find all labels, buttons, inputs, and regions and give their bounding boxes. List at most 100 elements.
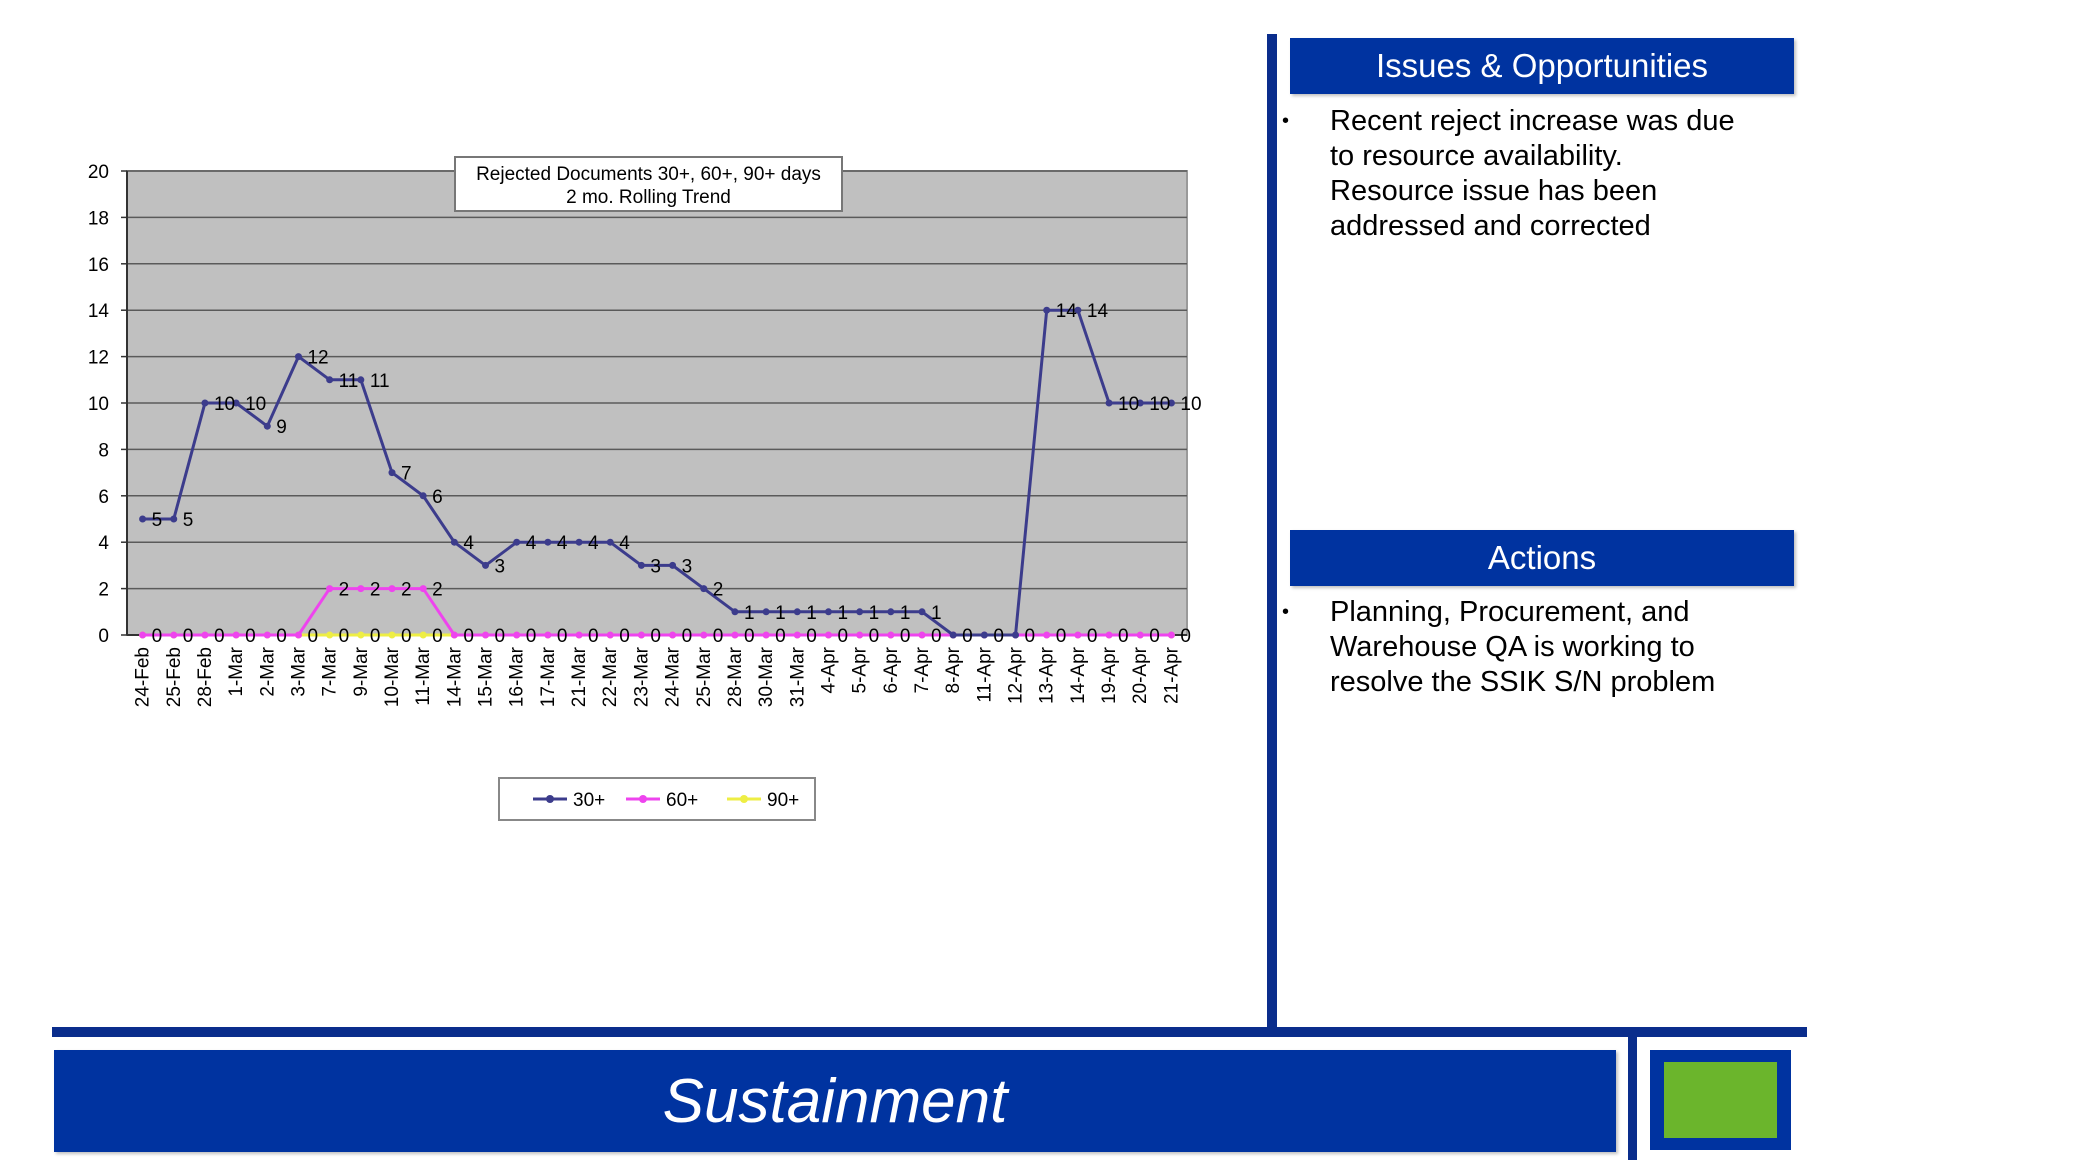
data-point-60+ [1105, 631, 1113, 639]
data-point-30+ [1167, 399, 1175, 407]
data-label-0: 0 [1149, 626, 1160, 647]
data-point-30+ [762, 608, 770, 616]
x-tick-label: 19-Apr [1099, 646, 1120, 704]
data-label-0: 0 [993, 626, 1004, 647]
data-point-60+ [575, 631, 583, 639]
data-label-30: 1 [869, 603, 880, 624]
x-tick-label: 4-Apr [818, 646, 839, 693]
data-point-60+ [357, 585, 365, 593]
actions-header-text: Actions [1487, 539, 1597, 576]
data-label-0: 0 [432, 626, 443, 647]
data-label-0: 0 [900, 626, 911, 647]
chart-title-box [454, 156, 843, 212]
data-label-30: 10 [214, 394, 235, 415]
data-label-30: 4 [463, 533, 474, 554]
data-point-30+ [731, 608, 739, 616]
data-label-0: 0 [744, 626, 755, 647]
data-point-60+ [294, 631, 302, 639]
x-tick-label: 5-Apr [850, 646, 871, 693]
data-point-30+ [170, 515, 178, 523]
x-tick-label: 12-Apr [1006, 646, 1027, 704]
data-label-0: 0 [619, 626, 630, 647]
data-point-60+ [669, 631, 677, 639]
x-tick-label: 17-Mar [538, 646, 559, 707]
data-point-30+ [949, 631, 957, 639]
status-square [1650, 1050, 1791, 1150]
data-point-60+ [263, 631, 271, 639]
y-tick-label: 12 [88, 348, 109, 369]
legend-marker-60+ [639, 795, 647, 803]
data-point-60+ [700, 631, 708, 639]
data-label-30: 1 [900, 603, 911, 624]
data-label-30: 4 [557, 533, 568, 554]
data-point-30+ [1043, 306, 1051, 314]
footer-title: Sustainment [662, 1066, 1008, 1136]
data-label-30: 3 [650, 556, 661, 577]
data-point-60+ [1167, 631, 1175, 639]
data-point-30+ [700, 585, 708, 593]
x-tick-label: 22-Mar [600, 646, 621, 707]
data-label-0: 0 [245, 626, 256, 647]
data-point-60+ [419, 585, 427, 593]
issues-text-block: • Recent reject increase was due to reso… [1282, 104, 1742, 244]
data-point-30+ [1136, 399, 1144, 407]
legend-marker-30+ [546, 795, 554, 803]
data-point-30+ [575, 538, 583, 546]
data-point-30+ [1074, 306, 1082, 314]
x-tick-label: 15-Mar [476, 646, 497, 707]
data-label-0: 0 [650, 626, 661, 647]
data-label-0: 0 [152, 626, 163, 647]
issues-header-text: Issues & Opportunities [1376, 47, 1708, 84]
data-point-60+ [731, 631, 739, 639]
x-tick-label: 28-Mar [725, 646, 746, 707]
data-label-0: 0 [1087, 626, 1098, 647]
y-tick-label: 20 [88, 162, 109, 183]
data-label-0: 0 [682, 626, 693, 647]
data-label-60: 2 [339, 580, 350, 601]
x-tick-label: 7-Apr [912, 646, 933, 693]
data-label-60: 2 [401, 580, 412, 601]
vertical-divider [1267, 34, 1277, 1029]
x-tick-label: 24-Feb [133, 647, 154, 707]
chart-subtitle: 2 mo. Rolling Trend [566, 187, 731, 208]
data-point-30+ [980, 631, 988, 639]
data-point-60+ [606, 631, 614, 639]
data-point-30+ [793, 608, 801, 616]
data-point-30+ [294, 353, 302, 361]
data-label-30: 5 [183, 510, 194, 531]
data-label-30: 3 [682, 556, 693, 577]
data-point-30+ [1012, 631, 1020, 639]
x-tick-label: 28-Feb [195, 647, 216, 707]
data-label-0: 0 [1118, 626, 1129, 647]
data-label-0: 0 [463, 626, 474, 647]
data-point-90+ [419, 631, 427, 639]
data-label-30: 3 [495, 556, 506, 577]
data-point-30+ [887, 608, 895, 616]
x-tick-label: 25-Feb [164, 647, 185, 707]
data-label-30: 10 [1180, 394, 1201, 415]
x-tick-label: 14-Apr [1068, 646, 1089, 704]
data-label-30: 7 [401, 464, 412, 485]
data-label-0: 0 [183, 626, 194, 647]
y-tick-label: 0 [98, 626, 109, 647]
data-point-60+ [170, 631, 178, 639]
data-label-30: 4 [526, 533, 537, 554]
data-label-0: 0 [214, 626, 225, 647]
data-point-90+ [388, 631, 396, 639]
data-label-0: 0 [806, 626, 817, 647]
data-label-30: 11 [339, 371, 359, 392]
data-label-30: 1 [931, 603, 942, 624]
data-point-60+ [887, 631, 895, 639]
data-label-0: 0 [495, 626, 506, 647]
status-square-green [1664, 1062, 1777, 1138]
data-label-30: 1 [744, 603, 755, 624]
data-point-60+ [326, 585, 334, 593]
data-label-30: 10 [245, 394, 266, 415]
data-point-30+ [606, 538, 614, 546]
data-point-60+ [201, 631, 209, 639]
data-label-30: 1 [837, 603, 848, 624]
data-label-0: 0 [931, 626, 942, 647]
x-tick-label: 23-Mar [631, 646, 652, 707]
data-label-30: 14 [1056, 301, 1078, 322]
x-tick-label: 11-Mar [413, 646, 434, 705]
